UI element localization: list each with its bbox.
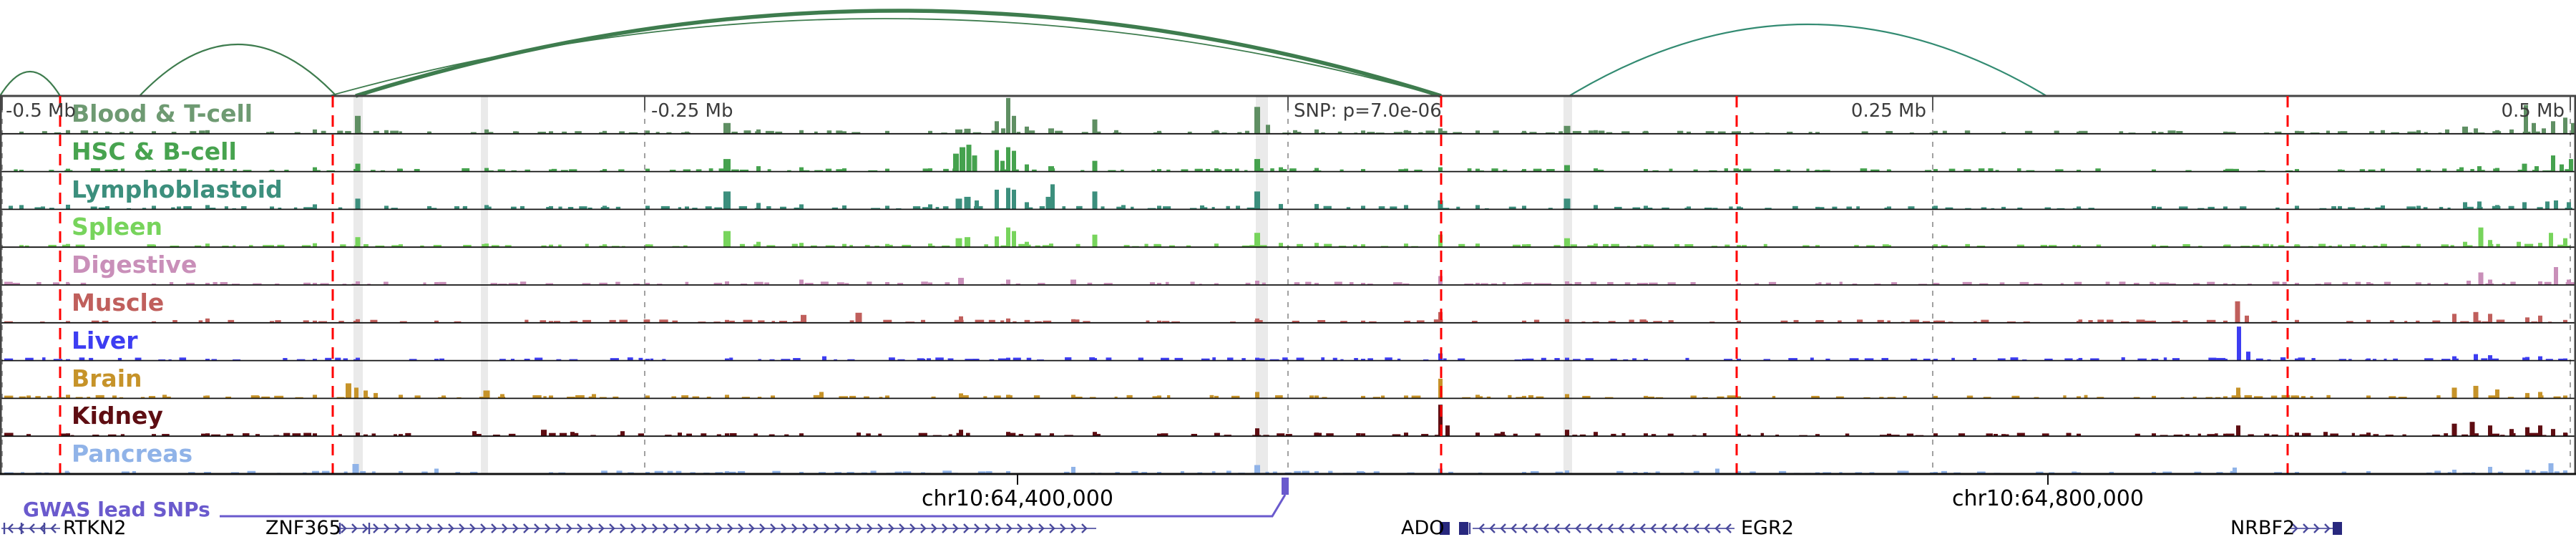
interaction-arc xyxy=(355,9,1442,98)
track-label-muscle: Muscle xyxy=(72,289,165,316)
track-label-spleen: Spleen xyxy=(72,213,162,241)
gene-model-znf365 xyxy=(338,523,1096,534)
track-signal-kidney xyxy=(4,405,2568,437)
track-label-lymphoblastoid: Lymphoblastoid xyxy=(72,175,283,203)
track-signal-digestive xyxy=(4,267,2575,285)
track-signal-pancreas xyxy=(4,463,2567,474)
track-label-blood-t-cell: Blood & T-cell xyxy=(72,100,253,127)
track-label-pancreas: Pancreas xyxy=(72,440,193,468)
track-label-hsc-b-cell: HSC & B-cell xyxy=(72,137,237,165)
mb-axis-label: 0.25 Mb xyxy=(1850,100,1926,122)
gene-name-ado: ADO xyxy=(1401,517,1445,537)
gene-model-ado xyxy=(1440,522,1471,535)
track-label-digestive: Digestive xyxy=(72,251,197,279)
chr-coordinate-label: chr10:64,800,000 xyxy=(1952,486,2144,511)
track-signal-muscle xyxy=(4,301,2567,323)
track-label-liver: Liver xyxy=(72,326,138,354)
mb-axis-label: -0.5 Mb xyxy=(6,100,76,122)
gene-model-rtkn2 xyxy=(1,523,60,534)
gwas-lead-snps-label: GWAS lead SNPs xyxy=(23,498,210,521)
track-signal-spleen xyxy=(19,227,2570,248)
track-signal-lymphoblastoid xyxy=(9,184,2572,210)
mb-axis-label: -0.25 Mb xyxy=(651,100,733,122)
track-signal-liver xyxy=(4,326,2567,361)
gene-model-egr2 xyxy=(1473,523,1735,533)
track-signal-brain xyxy=(4,378,2567,399)
chr-coordinate-label: chr10:64,400,000 xyxy=(922,486,1113,511)
mb-axis-label: SNP: p=7.0e-06 xyxy=(1294,100,1442,122)
gene-name-egr2: EGR2 xyxy=(1741,517,1794,537)
interaction-arc xyxy=(1568,23,2047,97)
track-signal-hsc-b-cell xyxy=(14,145,2573,172)
gwas-connector-line xyxy=(220,494,1287,518)
gene-model-nrbf2 xyxy=(2290,522,2342,535)
gene-name-nrbf2: NRBF2 xyxy=(2230,517,2296,537)
gene-name-rtkn2: RTKN2 xyxy=(63,517,127,537)
interaction-arc xyxy=(0,70,61,97)
track-label-brain: Brain xyxy=(72,364,142,392)
gwas-snp-marker xyxy=(1282,478,1289,495)
track-signal-blood-t-cell xyxy=(19,97,2575,134)
interaction-arc xyxy=(139,44,337,97)
track-label-kidney: Kidney xyxy=(72,402,163,430)
mb-axis-label: 0.5 Mb xyxy=(2501,100,2565,122)
gene-name-znf365: ZNF365 xyxy=(265,517,341,537)
